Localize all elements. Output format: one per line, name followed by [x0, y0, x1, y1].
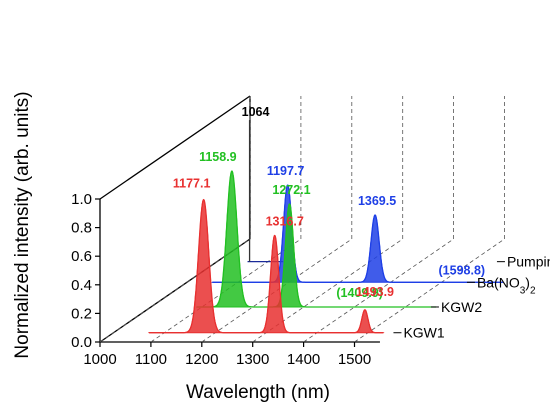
series-name-label: Pumping: [507, 254, 550, 270]
y-tick-label: 0.8: [71, 220, 92, 237]
grid-depth-line: [303, 238, 454, 343]
series-name-label: KGW1: [403, 325, 444, 341]
peak-label: 1197.7: [267, 164, 305, 178]
series-line: [149, 198, 384, 334]
series-name-part: ): [525, 274, 530, 290]
x-tick-label: 1100: [135, 351, 167, 368]
series-line: [196, 170, 436, 308]
y-tick-label: 0.6: [71, 248, 92, 265]
peak-label: (1409.9): [336, 286, 383, 300]
peak-label: 1064: [242, 105, 270, 119]
peak-label: 1493.9: [356, 285, 394, 299]
peak-label: 1369.5: [358, 194, 396, 208]
series-layer: 1064Pumping1197.71369.5(1598.8)Ba(NO3)21…: [147, 105, 550, 341]
top-depth-edge: [99, 95, 251, 200]
grid-depth-line: [99, 238, 251, 343]
y-tick-label: 1.0: [71, 191, 92, 208]
peak-label: 1177.1: [173, 177, 211, 191]
series-kgw1: 1177.1 1316.7 1493.9 KGW1: [147, 177, 445, 341]
y-tick-label: 0.0: [71, 334, 92, 351]
series-area: [195, 170, 437, 308]
series-name-part: Ba(NO: [477, 274, 520, 290]
peak-label: 1158.9: [199, 150, 237, 164]
x-tick-label: 1000: [83, 351, 116, 368]
peak-label: 1316.7: [266, 214, 304, 228]
x-tick-label: 1500: [338, 351, 371, 368]
y-tick-label: 0.2: [71, 305, 92, 322]
series-kgw2: 1158.9 1272.1 (1409.9) KGW2: [195, 150, 482, 315]
y-axis-title: Normalized intensity (arb. units): [12, 91, 33, 358]
series-name-sub: 3: [520, 285, 526, 296]
grid-depth-line: [354, 238, 505, 343]
x-tick-label: 1400: [287, 351, 320, 368]
x-axis-title: Wavelength (nm): [186, 382, 330, 403]
x-tick-label: 1300: [236, 351, 269, 368]
x-tick-label: 1200: [185, 351, 218, 368]
series-name-label: Ba(NO3)2: [477, 274, 536, 296]
series-line: [212, 184, 503, 283]
grid-depth-line: [150, 238, 302, 343]
grid-depth-line: [201, 238, 353, 343]
y-tick-label: 0.4: [71, 277, 92, 294]
peak-label: 1272.1: [272, 183, 310, 197]
axis-layer: 0.0 0.2 0.4 0.6 0.8 1.0 1000 1100 1200 1300 1400 15…: [71, 191, 371, 368]
peak-label: (1598.8): [439, 263, 486, 277]
series-name-label: KGW2: [441, 299, 482, 315]
series-name-sub: 2: [530, 285, 536, 296]
series-ba-no3-2: 1197.7 1369.5 (1598.8)Ba(NO3)2: [210, 164, 536, 296]
